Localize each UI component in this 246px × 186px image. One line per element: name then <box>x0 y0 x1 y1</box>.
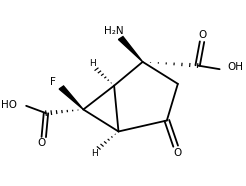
Text: H: H <box>91 149 98 158</box>
Polygon shape <box>59 86 83 110</box>
Text: HO: HO <box>1 100 17 110</box>
Text: O: O <box>198 30 206 40</box>
Polygon shape <box>118 37 143 62</box>
Text: OH: OH <box>227 62 243 72</box>
Text: H₂N: H₂N <box>104 26 124 36</box>
Text: O: O <box>174 147 182 158</box>
Text: O: O <box>37 138 46 148</box>
Text: H: H <box>89 59 95 68</box>
Text: F: F <box>50 77 56 87</box>
